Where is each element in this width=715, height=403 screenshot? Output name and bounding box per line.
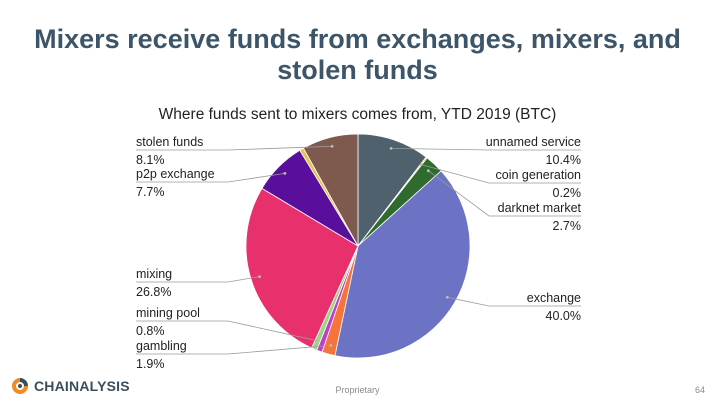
- chart-title: Where funds sent to mixers comes from, Y…: [158, 106, 557, 123]
- slice-label-gambling: gambling: [136, 339, 187, 353]
- pie-slice-mixing: [245, 187, 359, 349]
- slice-value-darknet-market: 2.7%: [553, 219, 582, 233]
- chainalysis-logo: CHAINALYSIS: [10, 375, 130, 397]
- chainalysis-logo-icon: [12, 378, 28, 394]
- leader-line-mining-pool: [136, 320, 318, 342]
- slice-label-coin-generation: coin generation: [496, 168, 582, 182]
- slice-label-exchange: exchange: [527, 291, 581, 305]
- leader-line-gambling: [136, 345, 331, 355]
- leader-line-darknet-market: [428, 170, 581, 217]
- leader-dot-mining-pool: [316, 339, 320, 343]
- leader-line-coin-generation: [421, 164, 581, 184]
- slice-value-mining-pool: 0.8%: [136, 324, 165, 338]
- leader-dot-mixing: [258, 275, 261, 278]
- brand-name: CHAINALYSIS: [34, 378, 130, 394]
- leader-dot-exchange: [445, 295, 449, 299]
- pie-slice-exchange: [334, 170, 471, 359]
- leader-dot-unnamed-service: [389, 147, 393, 150]
- leader-line-p2p-exchange: [136, 173, 285, 183]
- slice-label-stolen-funds: stolen funds: [136, 135, 203, 149]
- slice-label-darknet-market: darknet market: [498, 201, 582, 215]
- leader-dot-coin-generation: [419, 163, 423, 167]
- slide-title-line-1: Mixers receive funds from exchanges, mix…: [34, 24, 681, 54]
- slice-label-mining-pool: mining pool: [136, 306, 200, 320]
- slice-value-stolen-funds: 8.1%: [136, 153, 165, 167]
- leader-line-exchange: [447, 296, 581, 307]
- slice-value-mixing: 26.8%: [136, 285, 171, 299]
- leader-line-unnamed-service: [391, 148, 581, 151]
- slice-label-mixing: mixing: [136, 267, 172, 281]
- leader-dot-gambling: [329, 344, 333, 347]
- slice-value-gambling: 1.9%: [136, 357, 165, 371]
- slice-value-exchange: 40.0%: [546, 309, 581, 323]
- footer-proprietary: Proprietary: [335, 385, 380, 395]
- slice-value-coin-generation: 0.2%: [553, 186, 582, 200]
- slide-title: Mixers receive funds from exchanges, mix…: [0, 24, 715, 86]
- slice-label-p2p-exchange: p2p exchange: [136, 167, 215, 181]
- leader-line-stolen-funds: [136, 145, 333, 151]
- slice-value-unnamed-service: 10.4%: [546, 153, 581, 167]
- slice-value-p2p-exchange: 7.7%: [136, 185, 165, 199]
- page-number: 64: [694, 385, 705, 395]
- leader-dot-stolen-funds: [330, 144, 334, 148]
- slide-title-line-2: stolen funds: [277, 55, 438, 85]
- slice-label-unnamed-service: unnamed service: [486, 135, 581, 149]
- leader-dot-darknet-market: [426, 169, 430, 173]
- pie-slice-unnamed-service: [357, 133, 427, 248]
- leader-dot-p2p-exchange: [283, 172, 287, 175]
- leader-line-mixing: [136, 276, 260, 283]
- pie-slice-stolen-funds: [302, 133, 359, 248]
